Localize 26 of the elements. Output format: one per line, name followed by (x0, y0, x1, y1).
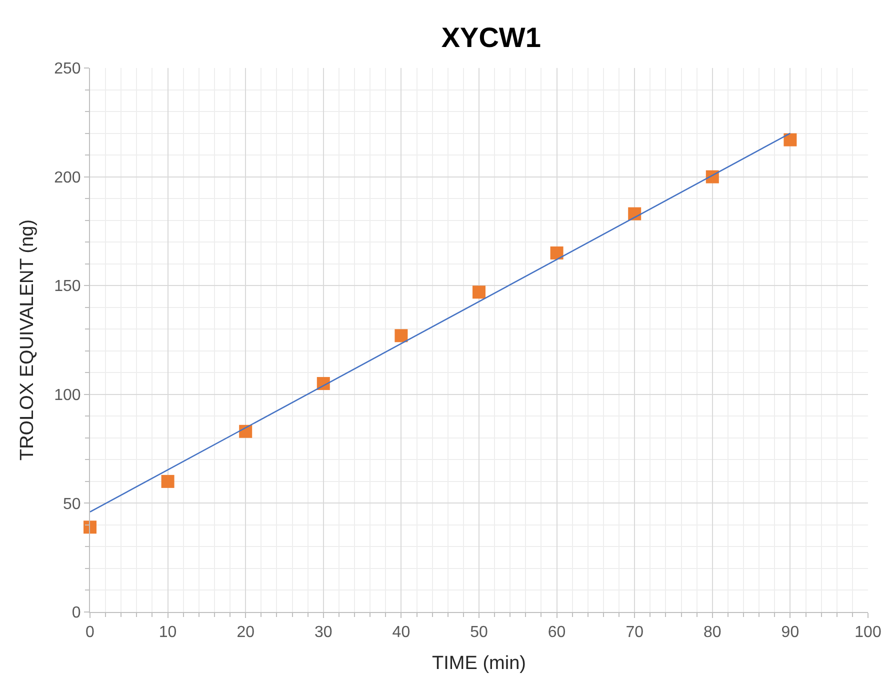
x-tick-label: 0 (86, 624, 95, 642)
point (472, 286, 486, 299)
x-tick-label: 40 (392, 624, 410, 642)
x-tick-label: 50 (470, 624, 488, 642)
x-tick-label: 60 (548, 624, 566, 642)
x-tick-label: 20 (236, 624, 255, 642)
point (84, 520, 96, 534)
point (550, 246, 564, 260)
y-tick-label: 100 (54, 387, 81, 404)
point (394, 329, 408, 342)
x-tick-label: 80 (704, 624, 722, 642)
x-tick-label: 10 (158, 624, 177, 642)
y-tick-label: 50 (63, 496, 81, 513)
y-tick-label: 0 (72, 604, 81, 622)
x-tick-label: 100 (854, 624, 882, 642)
point (784, 133, 797, 146)
x-axis-title: TIME (min) (432, 653, 526, 674)
point (161, 474, 174, 488)
x-tick-label: 70 (626, 624, 644, 642)
y-tick-label: 250 (54, 60, 81, 78)
x-tick-label: 30 (314, 624, 332, 642)
x-tick-label: 90 (781, 624, 800, 642)
y-axis-title: TROLOX EQUIVALENT (ng) (16, 219, 38, 461)
y-tick-label: 200 (54, 169, 81, 186)
chart-title: XYCW1 (441, 22, 541, 53)
y-tick-label: 150 (54, 278, 81, 296)
